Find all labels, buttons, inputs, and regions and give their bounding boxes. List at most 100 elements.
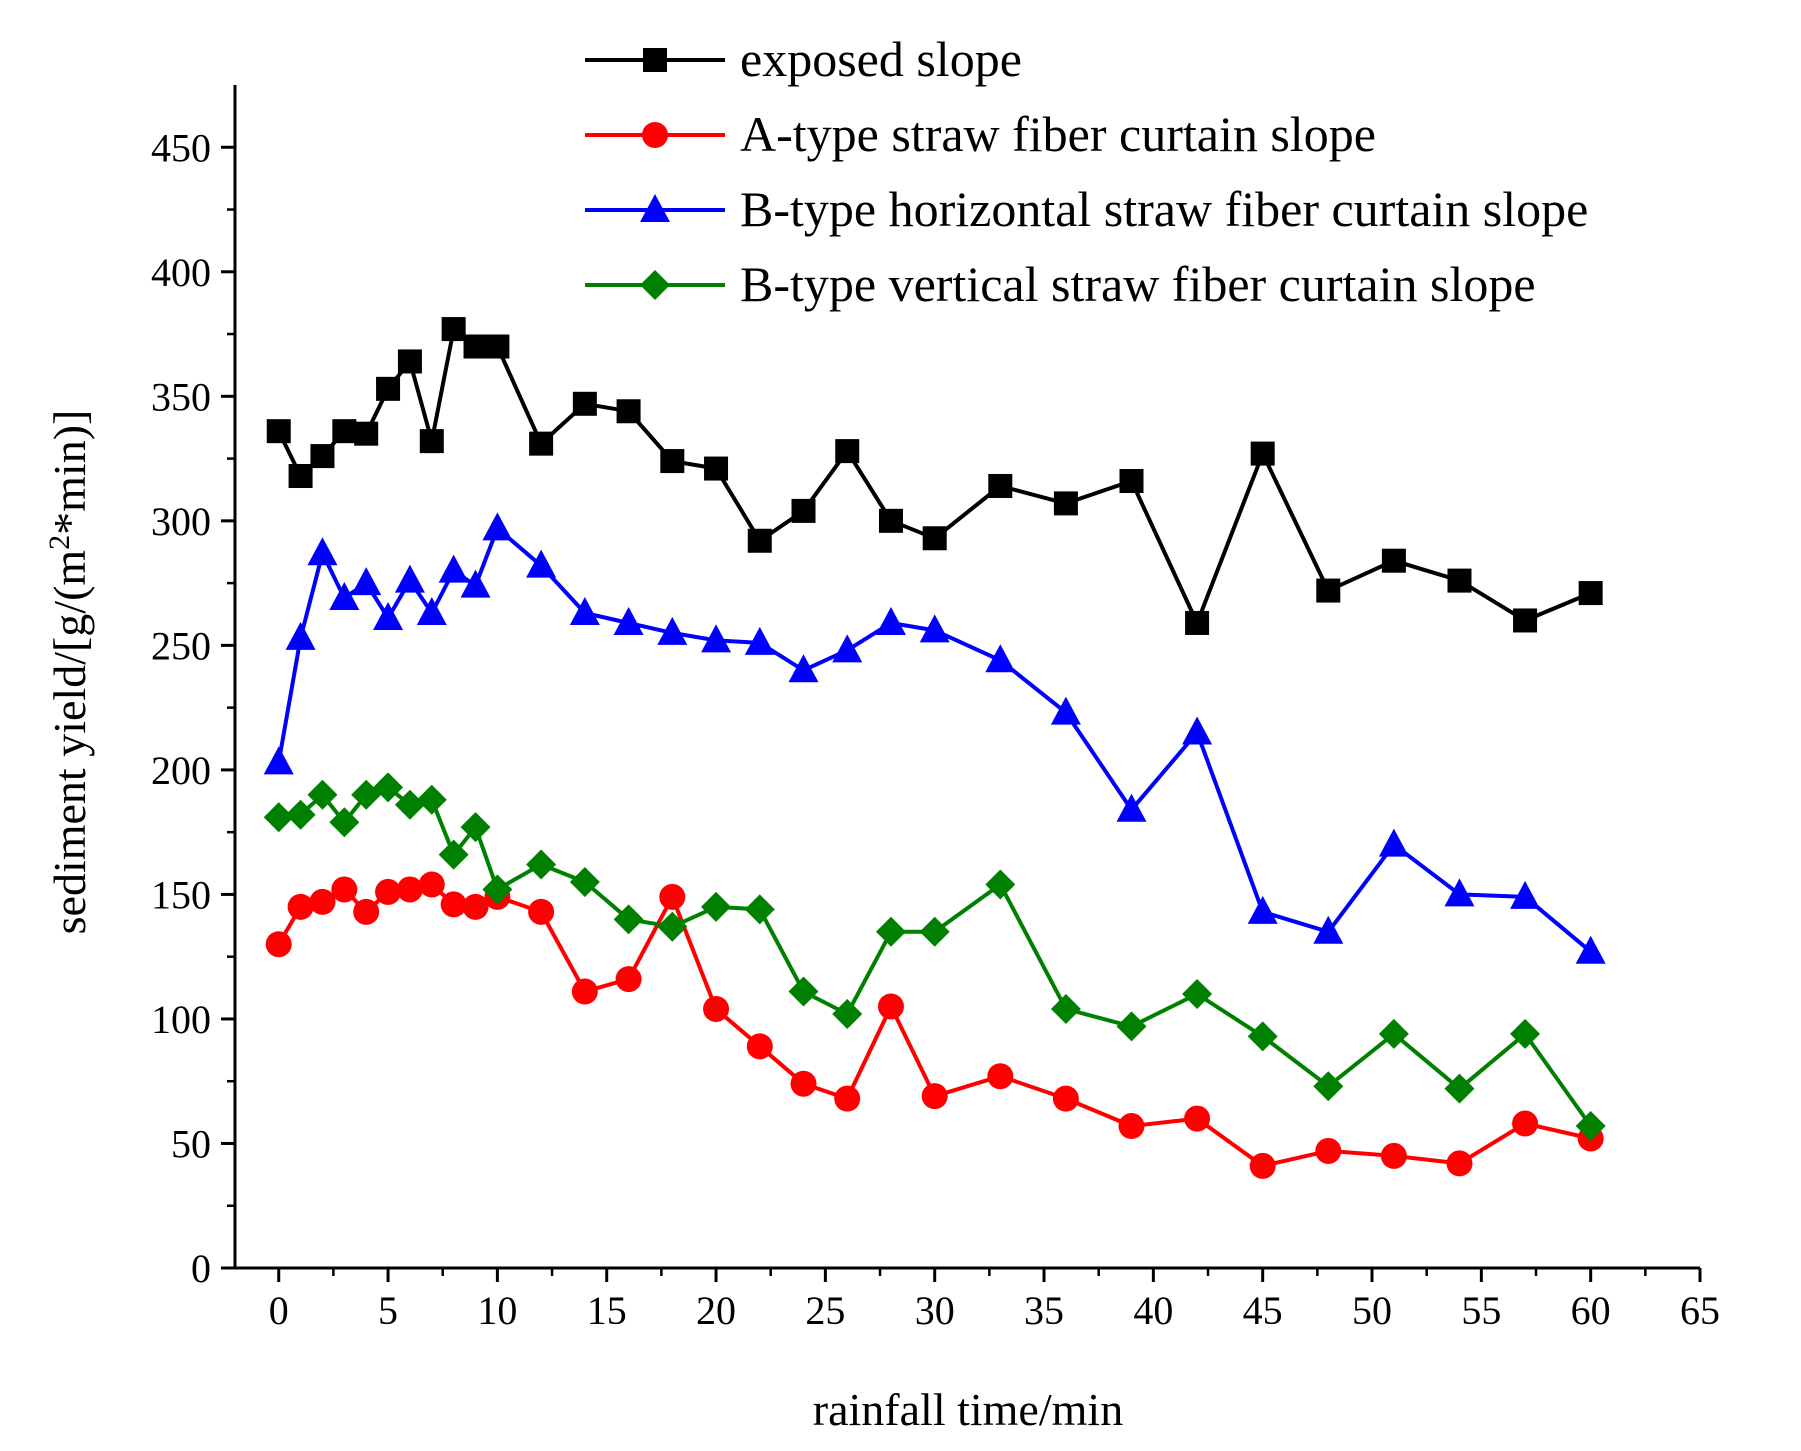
data-point (375, 878, 402, 905)
data-point (1249, 1152, 1276, 1179)
data-point (485, 334, 510, 359)
data-point (460, 569, 491, 598)
data-point (746, 1033, 773, 1060)
y-tick-label: 200 (151, 748, 211, 793)
data-point (1050, 993, 1081, 1024)
data-point (529, 431, 554, 456)
data-point (1247, 895, 1278, 924)
legend-marker (643, 48, 667, 72)
data-point (878, 508, 903, 533)
legend-label: A-type straw fiber curtain slope (740, 106, 1376, 162)
data-point (834, 1085, 861, 1112)
data-point (263, 802, 294, 833)
data-point (416, 784, 447, 815)
data-point (354, 421, 379, 446)
data-point (657, 616, 688, 645)
x-tick-label: 15 (587, 1288, 627, 1333)
data-point (875, 916, 906, 947)
data-point (1316, 578, 1341, 603)
x-tick-label: 45 (1243, 1288, 1283, 1333)
data-point (397, 349, 422, 374)
y-tick-label: 150 (151, 872, 211, 917)
y-axis-title-main: sediment yield/[g/(m (44, 550, 95, 935)
data-point (332, 419, 357, 444)
data-point (394, 564, 425, 593)
data-point (615, 966, 642, 993)
data-point (1052, 1085, 1079, 1112)
x-tick-label: 10 (477, 1288, 517, 1333)
series-layer (263, 317, 1606, 1179)
data-point (373, 601, 404, 630)
data-point (701, 624, 732, 653)
data-point (1182, 716, 1213, 745)
y-tick-label: 0 (191, 1246, 211, 1291)
data-point (463, 334, 488, 359)
data-point (660, 449, 685, 474)
data-point (1575, 935, 1606, 964)
data-point (1510, 1018, 1541, 1049)
data-point (438, 839, 469, 870)
data-point (571, 978, 598, 1005)
data-point (791, 498, 816, 523)
series-4 (263, 772, 1606, 1142)
data-point (613, 606, 644, 635)
data-point (441, 317, 466, 342)
data-point (329, 807, 360, 838)
data-point (309, 888, 336, 915)
data-point (351, 567, 382, 596)
data-point (310, 444, 335, 469)
x-tick-label: 60 (1571, 1288, 1611, 1333)
data-point (526, 549, 557, 578)
y-axis-title: sediment yield/[g/(m2*min)] (43, 410, 96, 935)
x-axis-title: rainfall time/min (813, 1384, 1123, 1435)
legend-label: B-type horizontal straw fiber curtain sl… (740, 181, 1588, 237)
data-point (373, 772, 404, 803)
data-point (462, 893, 489, 920)
data-point (396, 876, 423, 903)
data-point (616, 399, 641, 424)
data-point (657, 911, 688, 942)
legend-marker (642, 122, 668, 148)
y-tick-label: 100 (151, 997, 211, 1042)
data-point (1247, 1021, 1278, 1052)
legend-label: exposed slope (740, 31, 1022, 87)
legend-item: B-type horizontal straw fiber curtain sl… (585, 181, 1588, 237)
data-point (832, 998, 863, 1029)
y-tick-label: 300 (151, 499, 211, 544)
data-point (704, 456, 729, 481)
data-point (1182, 979, 1213, 1010)
data-point (613, 904, 644, 935)
data-point (1053, 491, 1078, 516)
x-tick-label: 65 (1680, 1288, 1720, 1333)
y-tick-label: 250 (151, 623, 211, 668)
data-point (307, 537, 338, 566)
data-point (877, 993, 904, 1020)
series-2 (265, 871, 1604, 1179)
x-tick-label: 35 (1024, 1288, 1064, 1333)
data-point (288, 464, 313, 489)
y-tick-label: 50 (171, 1121, 211, 1166)
data-point (1378, 828, 1409, 857)
data-point (1050, 696, 1081, 725)
data-point (1119, 468, 1144, 493)
x-tick-label: 30 (915, 1288, 955, 1333)
data-point (987, 1063, 1014, 1090)
data-point (1510, 880, 1541, 909)
y-tick-label: 450 (151, 125, 211, 170)
data-point (1116, 793, 1147, 822)
data-point (419, 429, 444, 454)
data-point (376, 376, 401, 401)
data-point (1575, 1111, 1606, 1142)
x-tick-label: 5 (378, 1288, 398, 1333)
data-point (1313, 1071, 1344, 1102)
data-point (788, 654, 819, 683)
data-point (416, 596, 447, 625)
data-point (744, 894, 775, 925)
legend: exposed slope A-type straw fiber curtain … (585, 31, 1588, 312)
data-point (285, 621, 316, 650)
data-point (572, 391, 597, 416)
legend-marker (640, 194, 670, 222)
data-point (394, 789, 425, 820)
x-tick-label: 55 (1461, 1288, 1501, 1333)
